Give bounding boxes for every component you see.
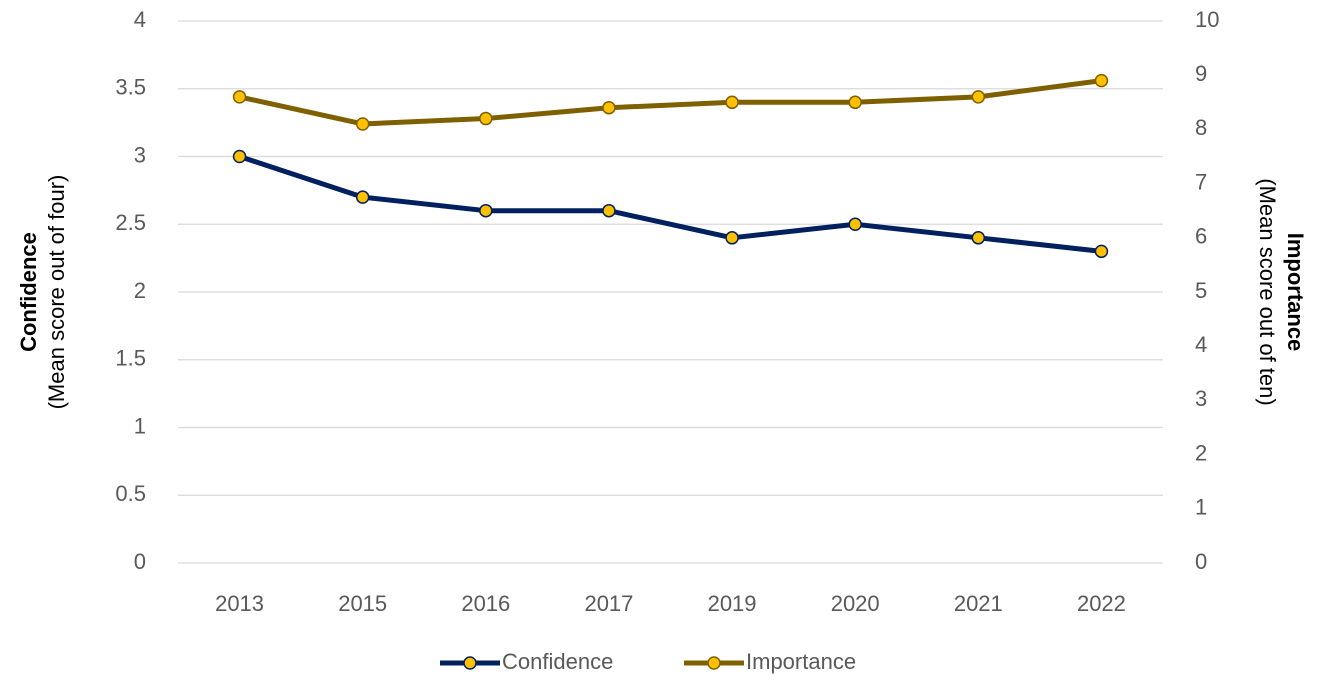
y2-tick-label: 9: [1195, 61, 1207, 86]
point-marker: [848, 95, 862, 110]
point-marker: [232, 90, 247, 104]
y-tick-label: 3.5: [115, 75, 146, 100]
y-tick-label: 3: [134, 142, 146, 167]
y2-axis-title: Importance: [1283, 233, 1308, 352]
point-marker: [971, 231, 986, 245]
point-marker: [355, 117, 370, 131]
y-tick-label: 1: [134, 413, 146, 438]
y-tick-label: 0.5: [115, 481, 146, 506]
y2-tick-label: 5: [1195, 278, 1207, 303]
y-axis-subtitle: (Mean score out of four): [44, 175, 69, 410]
legend-marker: [707, 656, 721, 670]
x-tick-label: 2020: [831, 591, 880, 616]
point-marker: [479, 203, 493, 218]
x-tick-label: 2019: [708, 591, 757, 616]
legend-label: Confidence: [502, 649, 613, 674]
y2-axis-subtitle: (Mean score out of ten): [1255, 178, 1280, 405]
point-marker: [1094, 73, 1109, 88]
y2-tick-label: 2: [1195, 440, 1207, 465]
x-tick-label: 2021: [954, 591, 1003, 616]
x-tick-label: 2015: [338, 591, 387, 616]
y2-tick-label: 4: [1195, 332, 1207, 357]
y2-tick-label: 3: [1195, 386, 1207, 411]
x-tick-label: 2017: [584, 591, 633, 616]
y2-tick-label: 10: [1195, 7, 1219, 32]
point-marker: [602, 100, 616, 115]
series-line: [238, 154, 1102, 254]
y-axis-title: Confidence: [16, 232, 41, 352]
point-marker: [725, 95, 739, 110]
point-marker: [725, 231, 739, 245]
y2-tick-label: 6: [1195, 224, 1207, 249]
y-tick-label: 0: [134, 549, 146, 574]
x-tick-label: 2022: [1077, 591, 1126, 616]
x-tick-label: 2013: [215, 591, 264, 616]
point-marker: [602, 203, 616, 218]
point-marker: [355, 190, 370, 204]
point-marker: [232, 149, 247, 164]
point-marker: [1094, 244, 1109, 259]
point-marker: [479, 111, 493, 126]
legend-label: Importance: [746, 649, 856, 674]
y2-tick-label: 0: [1195, 549, 1207, 574]
point-marker: [971, 90, 986, 104]
y-tick-label: 4: [134, 7, 146, 32]
y2-tick-label: 8: [1195, 115, 1207, 140]
y2-tick-label: 1: [1195, 495, 1207, 520]
legend-marker: [463, 656, 477, 670]
x-tick-label: 2016: [461, 591, 510, 616]
y-tick-label: 2: [134, 278, 146, 303]
y-tick-label: 2.5: [115, 210, 146, 235]
y-tick-label: 1.5: [115, 346, 146, 371]
point-marker: [848, 217, 862, 231]
series-line: [239, 78, 1102, 127]
y2-tick-label: 7: [1195, 169, 1207, 194]
